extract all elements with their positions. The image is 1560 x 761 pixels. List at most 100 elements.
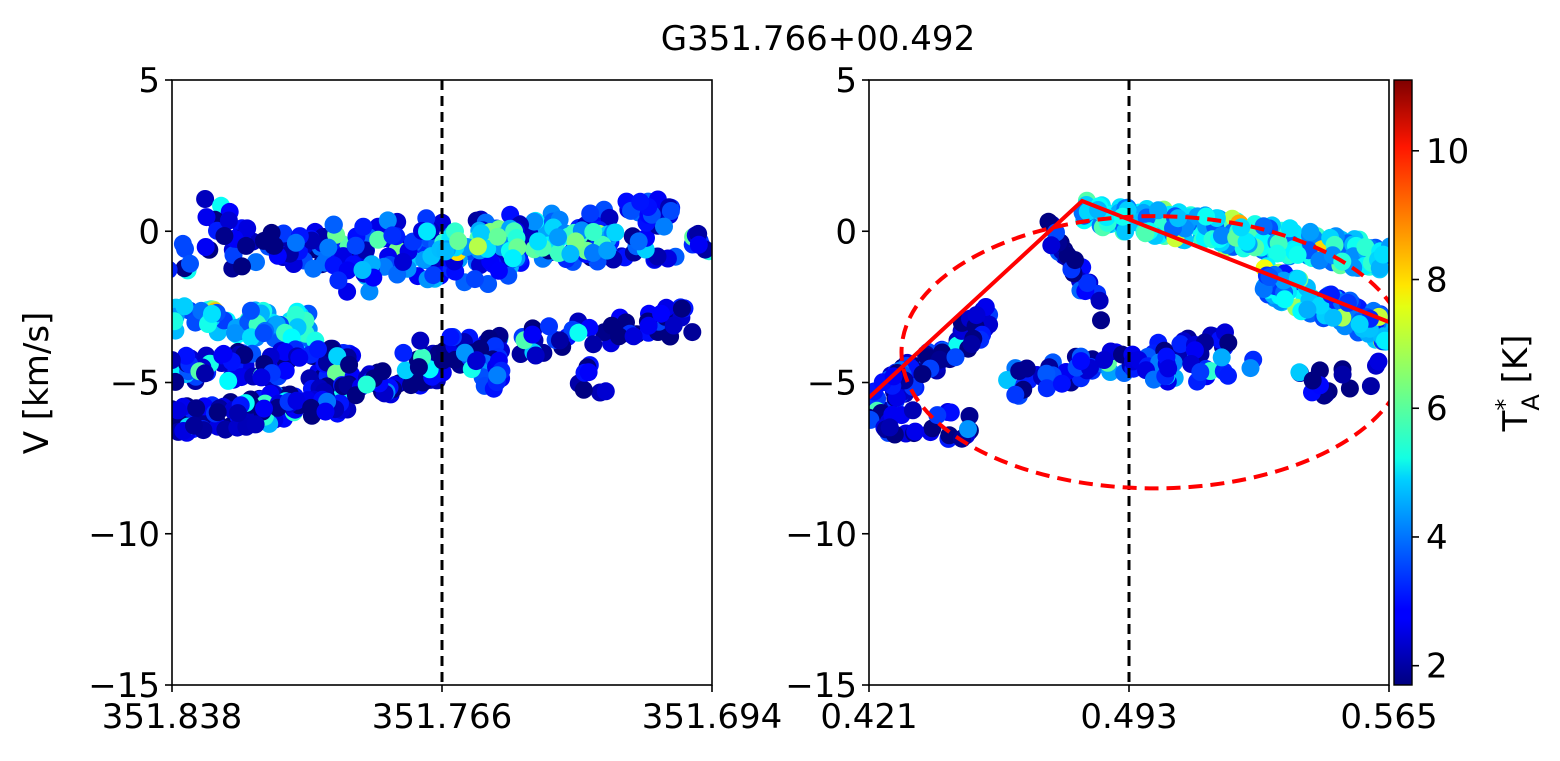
scatter-point bbox=[606, 223, 625, 242]
scatter-point bbox=[219, 211, 238, 230]
scatter-point bbox=[255, 399, 273, 418]
scatter-point bbox=[598, 241, 617, 260]
scatter-point bbox=[962, 335, 981, 354]
scatter-point bbox=[600, 208, 619, 227]
scatter-point bbox=[304, 259, 323, 278]
left-y-axis-label: V [km/s] bbox=[17, 312, 57, 455]
scatter-point bbox=[960, 407, 979, 425]
scatter-point bbox=[1361, 377, 1380, 396]
scatter-point bbox=[574, 380, 593, 399]
scatter-point bbox=[357, 375, 376, 394]
scatter-point bbox=[177, 346, 196, 365]
scatter-point bbox=[290, 348, 309, 367]
scatter-point bbox=[584, 335, 603, 354]
scatter-point bbox=[631, 192, 650, 211]
x-tick-label: 351.766 bbox=[372, 697, 513, 737]
scatter-point bbox=[1169, 209, 1188, 228]
scatter-point bbox=[1376, 331, 1389, 350]
scatter-point bbox=[596, 382, 615, 401]
scatter-point bbox=[579, 363, 598, 382]
scatter-point bbox=[418, 222, 436, 241]
scatter-point bbox=[584, 223, 603, 241]
y-tick-label: −10 bbox=[785, 515, 857, 555]
y-tick-label: −5 bbox=[807, 364, 857, 404]
x-tick-label: 351.694 bbox=[642, 697, 783, 737]
scatter-point bbox=[172, 312, 184, 331]
scatter-point bbox=[185, 416, 203, 435]
scatter-point bbox=[624, 327, 643, 346]
colorbar-tick-label: 6 bbox=[1426, 389, 1448, 429]
scatter-point bbox=[262, 223, 281, 242]
scatter-point bbox=[409, 358, 428, 377]
scatter-point bbox=[411, 331, 430, 350]
y-tick-label: 5 bbox=[835, 61, 857, 101]
scatter-point bbox=[346, 236, 365, 255]
scatter-point bbox=[340, 355, 359, 374]
scatter-point bbox=[488, 366, 507, 385]
scatter-point bbox=[1324, 308, 1343, 327]
x-tick-label: 0.421 bbox=[820, 697, 917, 737]
scatter-point bbox=[1254, 217, 1273, 236]
scatter-point bbox=[394, 252, 412, 271]
scatter-point bbox=[309, 340, 327, 359]
scatter-point bbox=[1232, 218, 1251, 237]
scatter-point bbox=[584, 243, 602, 262]
scatter-point bbox=[1369, 352, 1388, 371]
scatter-point bbox=[1072, 352, 1090, 371]
scatter-point bbox=[353, 261, 372, 279]
scatter-point bbox=[967, 306, 986, 325]
scatter-point bbox=[287, 391, 306, 410]
scatter-point bbox=[172, 351, 181, 369]
scatter-point bbox=[394, 343, 413, 362]
figure-title: G351.766+00.492 bbox=[661, 19, 975, 59]
scatter-point bbox=[219, 371, 238, 390]
scatter-point bbox=[441, 328, 460, 347]
scatter-point bbox=[1333, 365, 1352, 384]
scatter-point bbox=[661, 202, 680, 220]
scatter-point bbox=[424, 266, 443, 285]
scatter-point bbox=[1288, 245, 1307, 264]
right-x-ticks: 0.421 0.493 0.565 bbox=[820, 685, 1438, 737]
scatter-point bbox=[1037, 379, 1056, 398]
colorbar-gradient bbox=[1393, 79, 1413, 686]
scatter-point bbox=[652, 304, 671, 323]
scatter-point bbox=[1090, 291, 1109, 310]
colorbar: 2 4 6 8 10 T*A [K] bbox=[1393, 79, 1545, 687]
y-tick-label: 5 bbox=[138, 61, 160, 101]
scatter-point bbox=[1290, 363, 1309, 382]
scatter-point bbox=[1191, 363, 1210, 381]
scatter-point bbox=[247, 253, 265, 272]
scatter-point bbox=[1042, 236, 1061, 255]
scatter-point bbox=[526, 346, 545, 365]
y-tick-label: −15 bbox=[88, 666, 160, 706]
scatter-point bbox=[1213, 226, 1231, 245]
scatter-point bbox=[172, 261, 178, 279]
scatter-point bbox=[254, 324, 273, 343]
scatter-point bbox=[1171, 335, 1190, 354]
scatter-point bbox=[1275, 290, 1294, 309]
scatter-point bbox=[324, 256, 343, 275]
scatter-point bbox=[1241, 359, 1260, 378]
scatter-point bbox=[1374, 245, 1389, 264]
scatter-point bbox=[316, 402, 335, 421]
scatter-point bbox=[378, 211, 397, 230]
scatter-point bbox=[1066, 251, 1084, 270]
scatter-point bbox=[465, 270, 484, 289]
scatter-point bbox=[172, 372, 185, 391]
scatter-point bbox=[1006, 385, 1025, 404]
scatter-point bbox=[233, 257, 251, 276]
y-tick-label: 0 bbox=[835, 212, 857, 252]
colorbar-ticks: 2 4 6 8 10 bbox=[1412, 132, 1469, 687]
scatter-point bbox=[196, 364, 214, 383]
x-tick-label: 0.493 bbox=[1080, 697, 1177, 737]
scatter-point bbox=[549, 228, 567, 247]
scatter-point bbox=[1197, 207, 1216, 226]
scatter-point bbox=[228, 404, 247, 423]
colorbar-tick-label: 2 bbox=[1426, 647, 1448, 687]
x-tick-label: 0.565 bbox=[1340, 697, 1437, 737]
scatter-point bbox=[1303, 371, 1322, 390]
scatter-point bbox=[208, 403, 227, 422]
scatter-point bbox=[1301, 222, 1320, 241]
scatter-point bbox=[561, 244, 580, 263]
